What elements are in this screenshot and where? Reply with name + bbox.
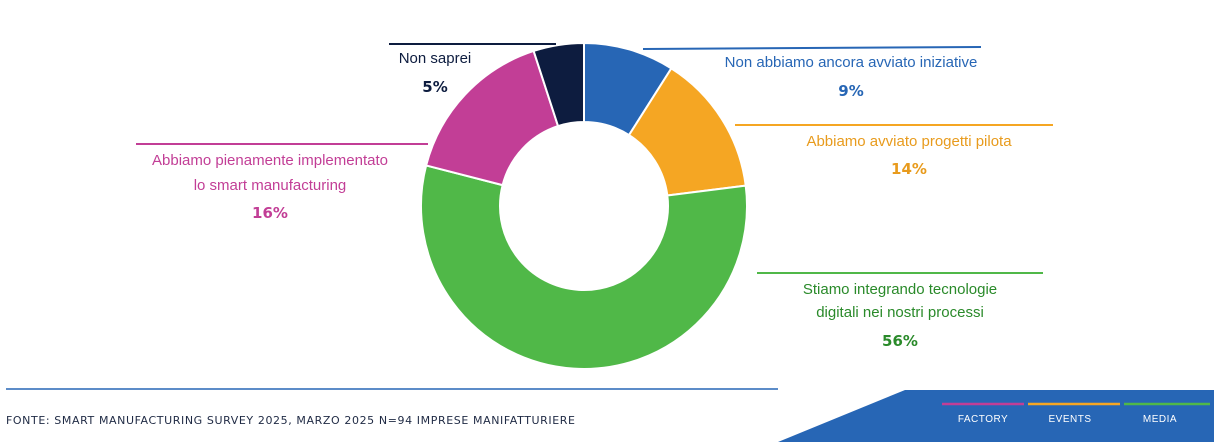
slice-labels: Non abbiamo ancora avviato iniziative 9% A…	[136, 43, 1053, 350]
slice-value-label-3: 16%	[252, 204, 288, 222]
slice-label-0: Non abbiamo ancora avviato iniziative 9%	[642, 46, 982, 100]
slice-label-text-3-0: Abbiamo pienamente implementato	[152, 152, 388, 169]
footer-nav-label-2: MEDIA	[1143, 414, 1177, 425]
donut-slice-3	[424, 49, 560, 187]
donut-slice-4	[532, 41, 585, 128]
donut-slice-2	[420, 164, 748, 370]
donut-slices	[420, 41, 748, 370]
footer-nav-media[interactable]: MEDIA	[1124, 402, 1210, 425]
slice-label-4: Non saprei 5%	[389, 43, 556, 96]
slice-value-label-1: 14%	[891, 160, 927, 178]
slice-label-3: Abbiamo pienamente implementato lo smart …	[136, 143, 428, 222]
footer-nav-events[interactable]: EVENTS	[1028, 402, 1120, 425]
slice-value-label-0: 9%	[838, 82, 863, 100]
slice-label-2: Stiamo integrando tecnologie digitali nei…	[757, 272, 1043, 350]
slice-label-text-2-0: Stiamo integrando tecnologie	[803, 281, 997, 298]
slice-label-text-0-0: Non abbiamo ancora avviato iniziative	[725, 54, 978, 71]
footer-nav-label-0: FACTORY	[958, 414, 1008, 425]
slice-label-text-3-1: lo smart manufacturing	[194, 177, 347, 194]
leader-line-0	[642, 46, 982, 50]
slice-value-label-2: 56%	[882, 332, 918, 350]
footer: FONTE: SMART MANUFACTURING SURVEY 2025, …	[6, 388, 1214, 442]
footer-source-text: FONTE: SMART MANUFACTURING SURVEY 2025, …	[6, 414, 576, 427]
slice-label-text-1-0: Abbiamo avviato progetti pilota	[806, 133, 1012, 150]
footer-nav-label-1: EVENTS	[1048, 414, 1091, 425]
slice-label-text-2-1: digitali nei nostri processi	[816, 304, 984, 321]
slice-label-1: Abbiamo avviato progetti pilota 14%	[735, 124, 1053, 178]
footer-nav-factory[interactable]: FACTORY	[942, 402, 1024, 425]
slice-value-label-4: 5%	[422, 78, 447, 96]
slice-label-text-4-0: Non saprei	[399, 50, 472, 67]
